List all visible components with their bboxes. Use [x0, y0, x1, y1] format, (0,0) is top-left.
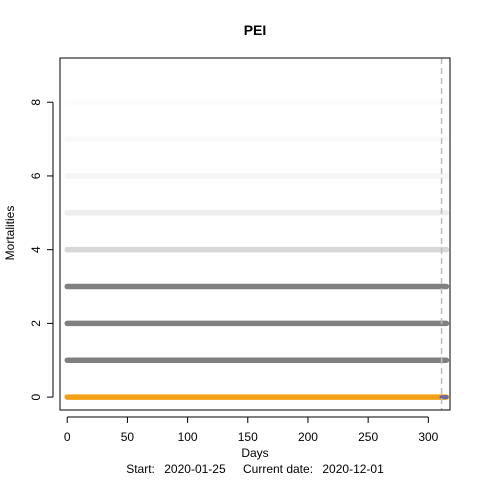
- footer-text: Start: 2020-01-25 Current date: 2020-12-…: [126, 462, 384, 476]
- y-tick-label: 0: [29, 393, 43, 400]
- x-tick-label: 50: [121, 430, 135, 444]
- chart-title: PEI: [244, 22, 267, 38]
- y-tick-label: 2: [29, 320, 43, 327]
- x-tick-label: 250: [358, 430, 378, 444]
- footer-current-label: Current date:: [243, 462, 313, 476]
- footer-current-date: 2020-12-01: [322, 462, 384, 476]
- x-axis: 0 50 100 150 200 250 300: [64, 416, 439, 444]
- x-tick-label: 200: [298, 430, 318, 444]
- plot-frame: [59, 57, 451, 411]
- plot-points: [64, 99, 450, 400]
- y-tick-label: 8: [29, 99, 43, 106]
- x-tick-label: 300: [418, 430, 438, 444]
- y-axis-label: Mortalities: [3, 206, 17, 261]
- footer-start-date: 2020-01-25: [164, 462, 226, 476]
- x-tick-label: 150: [238, 430, 258, 444]
- y-tick-label: 4: [29, 246, 43, 253]
- footer-start-label: Start:: [126, 462, 155, 476]
- y-tick-label: 6: [29, 172, 43, 179]
- x-axis-label: Days: [241, 446, 268, 460]
- y-axis: 0 2 4 6 8: [29, 99, 54, 400]
- x-tick-label: 100: [178, 430, 198, 444]
- x-tick-label: 0: [64, 430, 71, 444]
